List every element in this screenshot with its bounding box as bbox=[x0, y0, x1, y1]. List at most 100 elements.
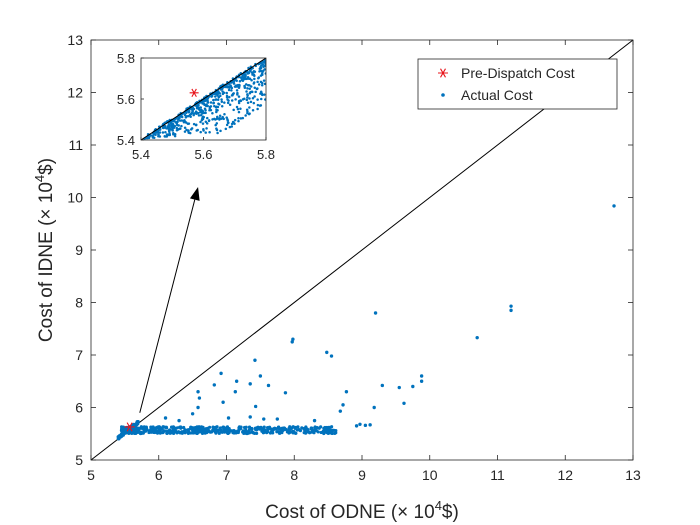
actual-cost-point bbox=[253, 358, 257, 362]
inset-point bbox=[227, 88, 231, 92]
inset-point bbox=[231, 120, 235, 124]
actual-cost-point bbox=[372, 405, 376, 410]
actual-cost-point bbox=[221, 400, 225, 404]
cluster-point bbox=[207, 430, 211, 434]
inset-point bbox=[228, 95, 231, 99]
inset-point bbox=[248, 87, 251, 91]
inset-point bbox=[220, 105, 224, 108]
cluster-point bbox=[310, 426, 314, 430]
inset-point bbox=[194, 110, 198, 113]
cluster-point bbox=[292, 429, 296, 434]
inset-point bbox=[254, 90, 257, 94]
inset-point bbox=[180, 124, 183, 128]
actual-cost-point bbox=[363, 423, 368, 428]
inset-point bbox=[163, 135, 166, 138]
inset-point bbox=[170, 126, 174, 129]
inset-point bbox=[260, 81, 264, 85]
inset-point bbox=[208, 105, 212, 109]
inset-point bbox=[213, 104, 216, 108]
cluster-point bbox=[175, 431, 179, 435]
cluster-point bbox=[149, 428, 154, 432]
inset-point bbox=[253, 95, 256, 98]
cluster-point bbox=[313, 425, 317, 429]
cluster-point bbox=[211, 428, 215, 432]
inset-point bbox=[243, 84, 246, 88]
cluster-point bbox=[214, 431, 218, 435]
x-tick-label: 10 bbox=[422, 467, 438, 483]
inset-point bbox=[170, 123, 173, 126]
x-tick-label: 6 bbox=[155, 467, 163, 483]
inset-point bbox=[219, 94, 222, 98]
inset-point bbox=[203, 103, 206, 107]
inset-y-tick-label: 5.4 bbox=[117, 133, 135, 148]
legend-label-actual: Actual Cost bbox=[461, 87, 533, 103]
legend: Pre-Dispatch Cost Actual Cost bbox=[417, 58, 618, 110]
inset-point bbox=[190, 127, 194, 130]
inset-point bbox=[236, 107, 240, 111]
cluster-point bbox=[143, 429, 148, 433]
cluster-point bbox=[152, 426, 156, 430]
cluster-point bbox=[265, 430, 269, 434]
inset-point bbox=[226, 98, 229, 101]
inset-point bbox=[242, 76, 246, 79]
inset-point bbox=[251, 73, 254, 76]
inset-point bbox=[161, 131, 165, 134]
cluster-point bbox=[314, 429, 319, 433]
actual-cost-point bbox=[402, 401, 406, 405]
inset-point bbox=[235, 85, 238, 88]
inset-point bbox=[183, 130, 187, 133]
inset-pre-dispatch-star bbox=[189, 88, 199, 98]
inset-point bbox=[185, 128, 188, 132]
cluster-point bbox=[201, 431, 205, 435]
y-tick-label: 9 bbox=[75, 242, 83, 258]
cluster-point bbox=[332, 428, 336, 432]
inset-x-tick-label: 5.6 bbox=[194, 147, 212, 162]
y-tick-label: 10 bbox=[67, 190, 83, 206]
cluster-point bbox=[144, 425, 148, 429]
actual-cost-points bbox=[163, 204, 616, 428]
inset-point bbox=[260, 61, 263, 65]
inset-point bbox=[195, 123, 198, 126]
inset-point bbox=[216, 131, 219, 135]
cluster-point bbox=[268, 427, 272, 431]
cluster-point bbox=[120, 432, 124, 436]
inset-point bbox=[206, 99, 209, 102]
inset-point bbox=[218, 103, 221, 106]
inset-y-tick-label: 5.8 bbox=[117, 51, 135, 66]
cluster-point bbox=[172, 425, 176, 430]
x-tick-label: 5 bbox=[87, 467, 95, 483]
actual-cost-point bbox=[329, 354, 334, 358]
inset-point bbox=[232, 80, 236, 84]
inset-point bbox=[210, 94, 213, 98]
inset-point bbox=[158, 135, 162, 138]
cluster-point bbox=[164, 425, 168, 429]
dense-cluster-group bbox=[116, 419, 338, 441]
cluster-point bbox=[160, 427, 164, 431]
inset-point bbox=[244, 83, 248, 86]
cluster-point bbox=[195, 430, 199, 434]
legend-dot-marker bbox=[441, 93, 445, 97]
inset-point bbox=[228, 103, 232, 106]
inset-point bbox=[226, 121, 230, 125]
cluster-point bbox=[200, 426, 204, 431]
inset-point bbox=[220, 98, 223, 101]
inset-point bbox=[252, 101, 256, 105]
cluster-point bbox=[259, 425, 263, 429]
actual-cost-point bbox=[163, 416, 168, 420]
inset-point bbox=[214, 123, 217, 127]
inset-point bbox=[168, 133, 171, 137]
cluster-point bbox=[217, 428, 221, 432]
cluster-point bbox=[244, 431, 249, 436]
cluster-point bbox=[120, 434, 124, 438]
cluster-point bbox=[123, 431, 127, 435]
cluster-point bbox=[220, 430, 224, 434]
inset-point bbox=[195, 107, 199, 110]
inset-point bbox=[208, 130, 211, 134]
inset-point bbox=[152, 132, 155, 136]
cluster-point bbox=[161, 425, 165, 429]
inset-point bbox=[187, 129, 190, 132]
y-tick-label: 7 bbox=[75, 347, 83, 363]
inset-point bbox=[248, 84, 251, 87]
inset-point bbox=[225, 123, 229, 127]
inset-point bbox=[226, 101, 230, 105]
